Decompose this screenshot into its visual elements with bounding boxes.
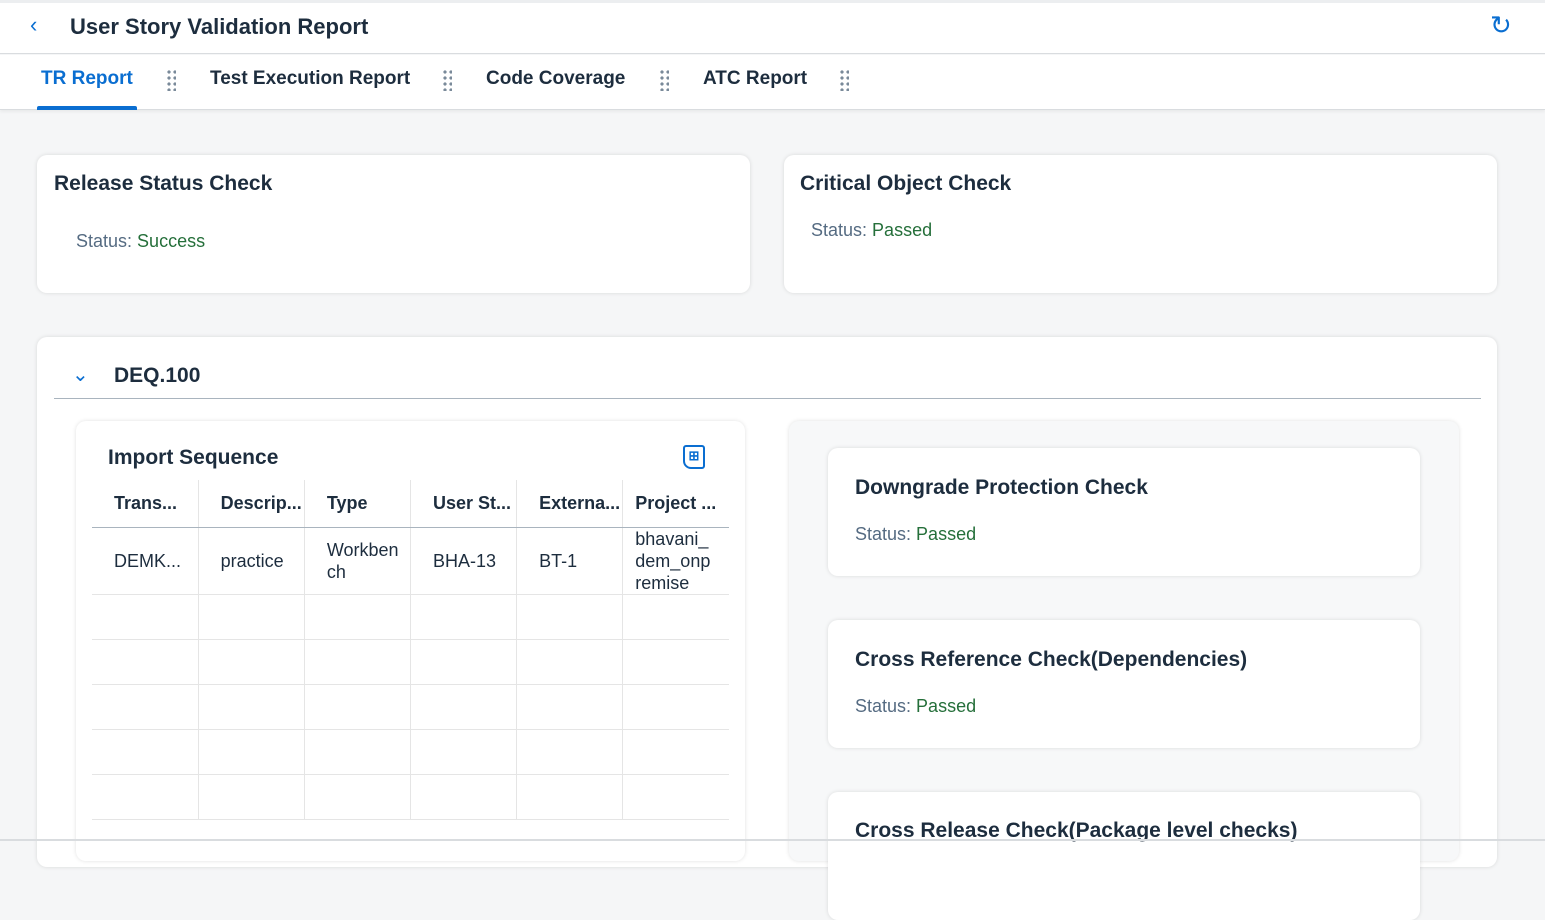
active-tab-indicator [37,106,137,110]
app-header [0,0,1545,54]
collapse-chevron-icon[interactable]: ⌄ [72,364,89,386]
cell: BHA-13 [410,527,518,595]
status-value: Success [137,231,206,251]
cross-release-card: Cross Release Check(Package level checks… [828,792,1420,920]
status-value: Passed [872,220,933,240]
cell: practice [198,527,305,595]
cell: DEMK... [92,527,199,595]
tab-atc-report[interactable]: ATC Report [703,68,808,89]
tab-test-execution-report[interactable]: Test Execution Report [210,68,411,89]
drag-handle-icon[interactable] [659,69,669,91]
column-header[interactable]: User St... [410,480,518,528]
status-text: Status: Passed [855,696,977,716]
status-value: Passed [916,524,977,544]
cell: Workben ch [304,527,411,595]
empty-row [92,639,729,685]
table-row[interactable]: DEMK... practice Workben ch BHA-13 BT-1 … [92,527,729,595]
card-title: Cross Release Check(Package level checks… [855,819,1298,842]
status-text: Status: Passed [811,220,933,240]
card-title: Downgrade Protection Check [855,476,1148,499]
card-title: Critical Object Check [800,172,1012,195]
critical-object-card: Critical Object Check Status: Passed [784,155,1497,293]
cell: bhavani_ dem_onp remise [622,527,729,595]
empty-row [92,774,729,820]
column-header[interactable]: Descrip... [198,480,305,528]
tab-bar: TR Report Test Execution Report Code Cov… [0,55,1545,110]
drag-handle-icon[interactable] [442,69,452,91]
divider [54,398,1481,399]
export-spreadsheet-icon[interactable]: ⊞ [683,445,705,469]
section-title: DEQ.100 [114,364,201,387]
card-title: Release Status Check [54,172,273,195]
refresh-icon[interactable]: ↻ [1490,10,1512,40]
release-status-card: Release Status Check Status: Success [37,155,750,293]
status-text: Status: Passed [855,524,977,544]
column-header[interactable]: Trans... [92,480,199,528]
card-title: Import Sequence [108,446,279,469]
empty-row [92,729,729,775]
drag-handle-icon[interactable] [839,69,849,91]
tab-tr-report[interactable]: TR Report [41,68,133,89]
tab-code-coverage[interactable]: Code Coverage [486,68,626,89]
status-value: Passed [916,696,977,716]
downgrade-protection-card: Downgrade Protection Check Status: Passe… [828,448,1420,576]
column-header[interactable]: Project ... [622,480,729,528]
bottom-border [0,839,1545,841]
drag-handle-icon[interactable] [166,69,176,91]
column-header[interactable]: Type [304,480,411,528]
column-header[interactable]: Externa... [516,480,624,528]
back-button[interactable]: ‹ [30,12,38,37]
cell: BT-1 [516,527,624,595]
cross-reference-card: Cross Reference Check(Dependencies) Stat… [828,620,1420,748]
status-text: Status: Success [76,231,206,251]
card-title: Cross Reference Check(Dependencies) [855,648,1248,671]
empty-row [92,684,729,730]
empty-row [92,594,729,640]
import-sequence-table: Trans... Descrip... Type User St... Exte… [92,480,729,820]
page-title: User Story Validation Report [70,14,369,39]
